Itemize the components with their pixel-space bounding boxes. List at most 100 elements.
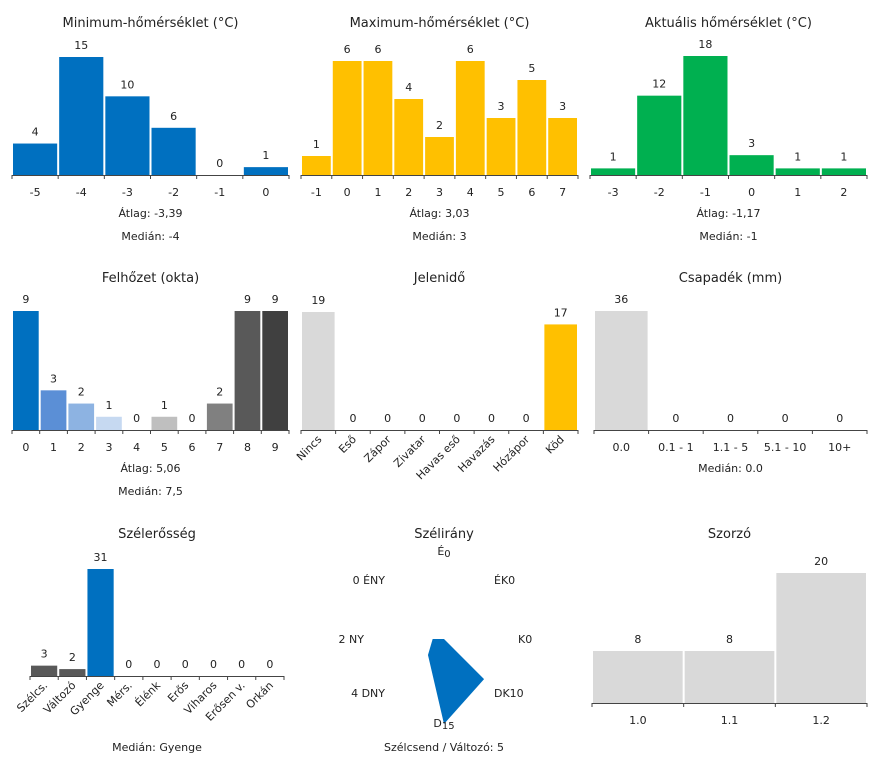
data-label: 0 bbox=[189, 412, 196, 425]
data-label: 12 bbox=[652, 78, 666, 91]
bar bbox=[68, 403, 95, 430]
bar bbox=[87, 569, 114, 676]
data-label: 3 bbox=[41, 648, 48, 661]
tick-label: 1.2 bbox=[812, 714, 830, 727]
data-label: 0 bbox=[266, 658, 273, 671]
bar bbox=[684, 651, 775, 703]
data-label: 0 bbox=[216, 157, 223, 170]
tick-label: -2 bbox=[168, 186, 179, 199]
bar bbox=[637, 95, 682, 175]
data-label: 36 bbox=[614, 293, 628, 306]
chart-8: Szélirány É0 ÉK0 K0 DK10 D15 4 DNY 2 NY 0 ÉNY Szé… bbox=[339, 527, 533, 754]
chart-title: Aktuális hőmérséklet (°C) bbox=[645, 16, 812, 31]
bar bbox=[13, 311, 39, 430]
direction-label: DK10 bbox=[494, 687, 524, 700]
tick-label: 7 bbox=[216, 441, 223, 454]
data-label: 0 bbox=[782, 412, 789, 425]
tick-label: 3 bbox=[436, 186, 443, 199]
tick-label: -1 bbox=[214, 186, 225, 199]
data-label: 3 bbox=[748, 137, 755, 150]
chart-title: Szorzó bbox=[708, 527, 751, 542]
data-label: 0 bbox=[238, 658, 245, 671]
data-label: 17 bbox=[554, 306, 568, 319]
chart-4: Felhőzet (okta) 9 0 3 1 2 2 1 3 0 4 1 5 0 6 2 7 9 8 9 9 Átlag… bbox=[11, 271, 290, 498]
data-label: 0 bbox=[133, 412, 140, 425]
chart-stat: Átlag: -3,39 bbox=[118, 207, 182, 220]
tick-label: 2 bbox=[840, 186, 847, 199]
bar bbox=[425, 137, 454, 175]
data-label: 4 bbox=[32, 126, 39, 139]
bar bbox=[206, 403, 233, 430]
data-label: 0 bbox=[384, 412, 391, 425]
chart-stat: Medián: -4 bbox=[121, 230, 179, 243]
tick-label: 5.1 - 10 bbox=[764, 441, 806, 454]
direction-label: 4 DNY bbox=[351, 687, 385, 700]
bar bbox=[151, 416, 178, 430]
data-label: 8 bbox=[634, 633, 641, 646]
bar bbox=[776, 573, 866, 703]
data-label: 2 bbox=[69, 651, 76, 664]
chart-stat: Átlag: -1,17 bbox=[696, 207, 760, 220]
bar bbox=[595, 311, 648, 430]
chart-stat: Medián: -1 bbox=[699, 230, 757, 243]
tick-label: 0.1 - 1 bbox=[658, 441, 693, 454]
tick-label: 0 bbox=[748, 186, 755, 199]
chart-3: Aktuális hőmérséklet (°C)1-312-218-13011… bbox=[589, 16, 868, 243]
bar bbox=[302, 156, 331, 175]
tick-label: Nincs bbox=[294, 433, 325, 464]
direction-label: D15 bbox=[433, 717, 454, 732]
tick-label: 4 bbox=[467, 186, 474, 199]
tick-label: 1.1 bbox=[721, 714, 739, 727]
wind-rose-polygon bbox=[427, 639, 485, 724]
chart-7: Szélerősség3Szélcs.2Változó31Gyenge0Mérs… bbox=[14, 527, 285, 754]
tick-label: Zápor bbox=[361, 433, 394, 466]
tick-label: 9 bbox=[272, 441, 279, 454]
tick-label: Havazás bbox=[455, 433, 497, 475]
chart-1: Minimum-hőmérséklet (°C)4-515-410-36-20-… bbox=[11, 16, 290, 243]
bar bbox=[13, 143, 58, 175]
tick-label: Hózápor bbox=[491, 433, 533, 475]
direction-label: 2 NY bbox=[339, 633, 365, 646]
chart-stat: Átlag: 3,03 bbox=[409, 207, 469, 220]
bar bbox=[332, 61, 362, 175]
chart-title: Csapadék (mm) bbox=[679, 271, 782, 286]
chart-6: Csapadék (mm) 36 0.0 0 0.1 - 1 0 1.1 - 5 0 5.1 -… bbox=[593, 271, 868, 475]
direction-label: ÉK0 bbox=[494, 574, 515, 587]
tick-label: 5 bbox=[498, 186, 505, 199]
data-label: 3 bbox=[50, 372, 57, 385]
data-label: 6 bbox=[467, 43, 474, 56]
data-label: 2 bbox=[216, 386, 223, 399]
bar bbox=[40, 390, 67, 430]
direction-label: 0 ÉNY bbox=[353, 574, 386, 587]
bar bbox=[31, 665, 58, 676]
chart-stat: Medián: 3 bbox=[412, 230, 466, 243]
data-label: 6 bbox=[170, 110, 177, 123]
bar bbox=[593, 651, 683, 703]
data-label: 9 bbox=[244, 293, 251, 306]
tick-label: 1 bbox=[50, 441, 57, 454]
chart-title: Felhőzet (okta) bbox=[102, 271, 199, 286]
data-label: 31 bbox=[94, 551, 108, 564]
chart-stat: Medián: 0.0 bbox=[698, 462, 763, 475]
tick-label: 6 bbox=[189, 441, 196, 454]
bar bbox=[683, 56, 728, 175]
data-label: 9 bbox=[272, 293, 279, 306]
data-label: 0 bbox=[154, 658, 161, 671]
data-label: 0 bbox=[523, 412, 530, 425]
tick-label: -5 bbox=[30, 186, 41, 199]
data-label: 0 bbox=[125, 658, 132, 671]
chart-stat: Medián: Gyenge bbox=[112, 741, 202, 754]
bar bbox=[729, 155, 774, 175]
data-label: 0 bbox=[349, 412, 356, 425]
chart-5: Jelenidő19Nincs0Eső0Zápor0Zivatar0Havas … bbox=[294, 271, 579, 482]
data-label: 1 bbox=[313, 138, 320, 151]
tick-label: 6 bbox=[528, 186, 535, 199]
data-label: 9 bbox=[22, 293, 29, 306]
bar bbox=[59, 669, 86, 676]
tick-label: 0 bbox=[344, 186, 351, 199]
chart-title: Szélirány bbox=[414, 527, 474, 542]
bar bbox=[517, 80, 547, 175]
chart-title: Szélerősség bbox=[118, 527, 196, 542]
chart-title: Minimum-hőmérséklet (°C) bbox=[63, 16, 239, 31]
